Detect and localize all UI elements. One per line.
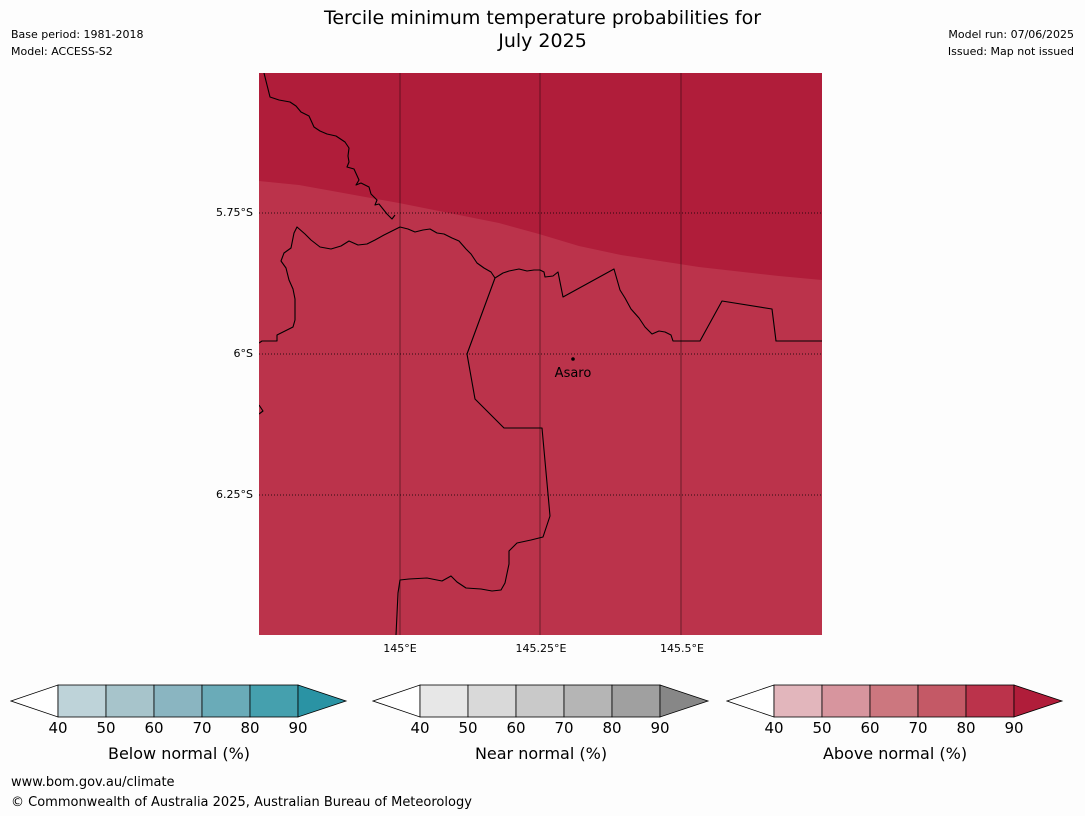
colorbar-over-triangle <box>659 684 710 718</box>
colorbar-under-triangle <box>9 684 59 718</box>
colorbar-tick-40: 40 <box>410 719 430 737</box>
colorbar-segment-80-90 <box>965 684 1015 718</box>
colorbar-tick-60: 60 <box>860 719 880 737</box>
colorbar-tick-50: 50 <box>96 719 116 737</box>
colorbar-segment-60-70 <box>515 684 565 718</box>
colorbar-segment-70-80 <box>917 684 967 718</box>
issued-status: Issued: Map not issued <box>947 45 1074 58</box>
lat-tick-5-75: 5.75°S <box>216 206 253 219</box>
colorbar-tick-40: 40 <box>764 719 784 737</box>
colorbar-segment-40-50 <box>773 684 823 718</box>
colorbar-over-triangle <box>1013 684 1064 718</box>
colorbar-tick-90: 90 <box>288 719 308 737</box>
colorbar-segment-80-90 <box>611 684 661 718</box>
colorbar-tick-70: 70 <box>554 719 574 737</box>
place-marker <box>571 357 575 361</box>
model-run: Model run: 07/06/2025 <box>948 28 1074 41</box>
title-line-2: July 2025 <box>498 30 587 52</box>
colorbar-under-triangle <box>725 684 775 718</box>
colorbar-tick-80: 80 <box>240 719 260 737</box>
below-normal-colorbar: 40 50 60 70 80 90 Below normal (%) <box>9 684 348 774</box>
border-west-edge <box>259 404 264 415</box>
border-west-loop <box>259 226 496 344</box>
border-central <box>395 277 551 635</box>
colorbar-tick-70: 70 <box>908 719 928 737</box>
title-line-1: Tercile minimum temperature probabilitie… <box>323 7 762 29</box>
meta-left: Base period: 1981-2018 Model: ACCESS-S2 <box>11 26 143 60</box>
colorbar-segment-80-90 <box>249 684 299 718</box>
provincial-borders <box>259 73 822 635</box>
colorbar-tick-60: 60 <box>506 719 526 737</box>
colorbar-segment-70-80 <box>201 684 251 718</box>
colorbar-segment-50-60 <box>105 684 155 718</box>
near-normal-label: Near normal (%) <box>474 744 608 763</box>
colorbar-over-triangle <box>297 684 348 718</box>
base-period: Base period: 1981-2018 <box>11 28 144 41</box>
lat-tick-6-25: 6.25°S <box>216 488 253 501</box>
colorbar-tick-50: 50 <box>458 719 478 737</box>
colorbar-segment-60-70 <box>869 684 919 718</box>
colorbar-tick-40: 40 <box>48 719 68 737</box>
colorbar-segment-60-70 <box>153 684 203 718</box>
colorbar-tick-80: 80 <box>956 719 976 737</box>
colorbar-segment-70-80 <box>563 684 613 718</box>
colorbar-segment-40-50 <box>57 684 107 718</box>
probability-map: Asaro <box>259 73 822 635</box>
above-normal-colorbar: 40 50 60 70 80 90 Above normal (%) <box>725 684 1064 774</box>
colorbar-tick-70: 70 <box>192 719 212 737</box>
colorbar-tick-60: 60 <box>144 719 164 737</box>
above-normal-scale <box>725 684 1064 718</box>
place-label: Asaro <box>555 366 592 381</box>
near-normal-colorbar: 40 50 60 70 80 90 Near normal (%) <box>371 684 710 774</box>
colorbar-tick-90: 90 <box>1004 719 1024 737</box>
footer-copyright: © Commonwealth of Australia 2025, Austra… <box>11 795 472 810</box>
lon-tick-145-5: 145.5°E <box>660 642 704 655</box>
map-title: Tercile minimum temperature probabilitie… <box>0 7 1085 53</box>
graticule <box>259 73 822 635</box>
below-normal-label: Below normal (%) <box>107 744 251 763</box>
lon-tick-145: 145°E <box>383 642 417 655</box>
footer-url: www.bom.gov.au/climate <box>11 775 175 790</box>
border-east <box>494 268 822 342</box>
border-north <box>263 73 396 220</box>
colorbar-segment-40-50 <box>419 684 469 718</box>
colorbar-tick-90: 90 <box>650 719 670 737</box>
colorbar-under-triangle <box>371 684 421 718</box>
colorbar-segment-50-60 <box>821 684 871 718</box>
above-normal-label: Above normal (%) <box>822 744 968 763</box>
colorbar-tick-80: 80 <box>602 719 622 737</box>
meta-right: Model run: 07/06/2025 Issued: Map not is… <box>948 26 1074 60</box>
lat-tick-6: 6°S <box>233 347 253 360</box>
lon-tick-145-25: 145.25°E <box>515 642 567 655</box>
colorbar-segment-50-60 <box>467 684 517 718</box>
model-name: Model: ACCESS-S2 <box>11 45 113 58</box>
near-normal-scale <box>371 684 710 718</box>
below-normal-scale <box>9 684 348 718</box>
colorbar-tick-50: 50 <box>812 719 832 737</box>
